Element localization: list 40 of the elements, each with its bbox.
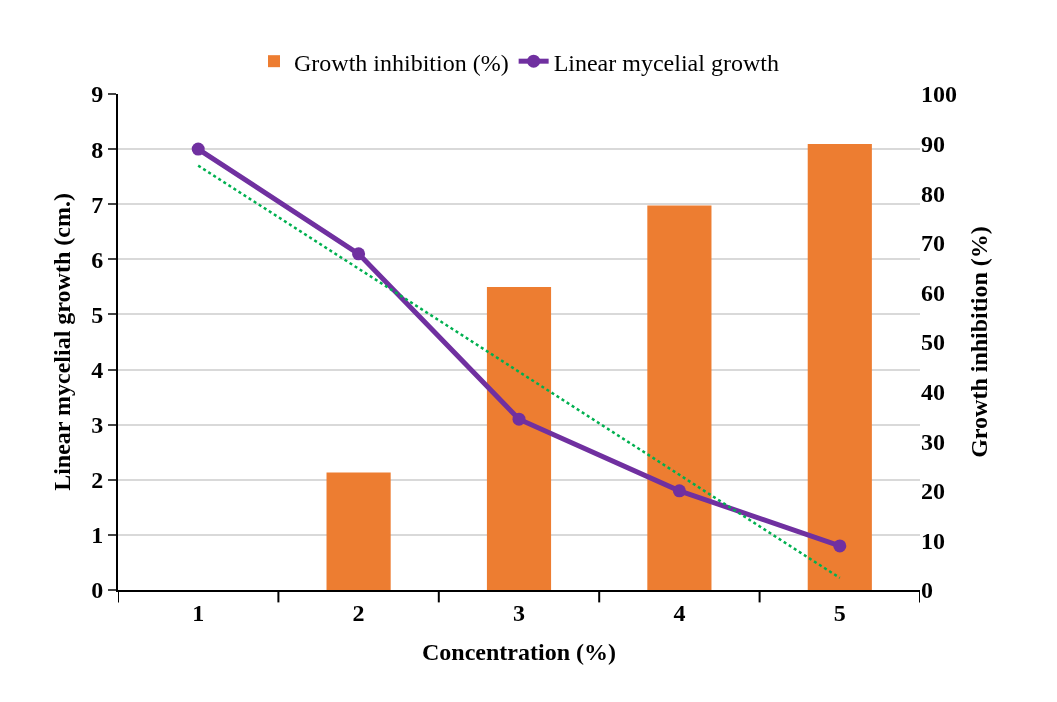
x-tick-label: 5 (833, 599, 846, 626)
x-tick-label: 1 (192, 599, 205, 626)
y-tick-label: 2 (91, 467, 104, 494)
y2-tick-label: 30 (921, 428, 945, 455)
bar (326, 472, 391, 590)
y2-tick-label: 100 (921, 81, 957, 108)
y2-tick-label: 70 (921, 230, 945, 257)
y2-tick-label: 20 (921, 478, 945, 505)
y-tick-label: 3 (91, 412, 104, 439)
y-tick-label: 0 (91, 577, 104, 604)
y-tick-label: 1 (91, 522, 104, 549)
point (512, 412, 526, 426)
bar (486, 286, 552, 590)
point (833, 539, 847, 553)
y2-tick-label: 50 (921, 329, 945, 356)
y2-axis-title: Growth inhibition (%) (966, 226, 993, 458)
legend-label: Linear mycelial growth (553, 49, 779, 76)
point (191, 142, 205, 156)
y2-tick-label: 40 (921, 379, 945, 405)
y-tick-label: 6 (91, 246, 104, 273)
y-tick-label: 8 (91, 136, 104, 163)
bar (647, 205, 712, 590)
bar (807, 144, 872, 590)
y2-tick-label: 0 (921, 577, 933, 604)
y2-tick-label: 10 (921, 527, 945, 554)
y-axis-title: Linear mycelial growth (cm.) (48, 193, 75, 491)
y-tick-label: 5 (91, 301, 104, 328)
legend-label: Growth inhibition (%) (294, 49, 509, 76)
y2-tick-label: 90 (921, 131, 945, 157)
x-tick-label: 4 (673, 599, 686, 626)
point (672, 484, 686, 498)
y2-tick-label: 60 (921, 279, 945, 306)
y2-tick-label: 80 (921, 180, 945, 207)
point (352, 247, 366, 261)
x-tick-label: 2 (352, 599, 365, 626)
x-tick-label: 3 (513, 599, 525, 626)
x-axis-title: Concentration (%) (422, 638, 616, 665)
y-tick-label: 7 (91, 191, 104, 218)
y-tick-label: 4 (91, 356, 104, 383)
y-tick-label: 9 (91, 81, 104, 108)
